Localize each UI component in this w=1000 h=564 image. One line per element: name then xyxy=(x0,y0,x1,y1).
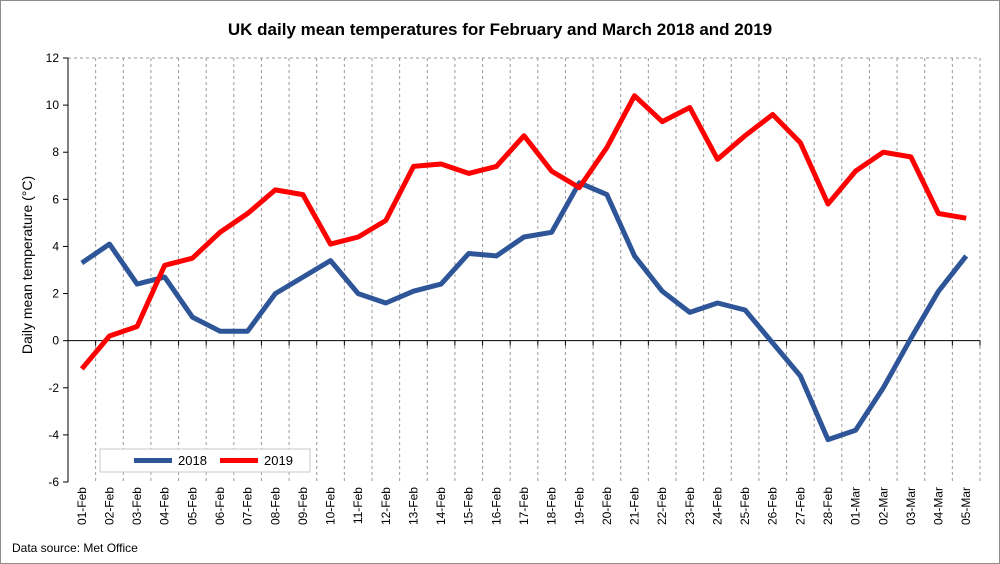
x-tick-label: 04-Mar xyxy=(932,487,946,525)
y-tick-label: -4 xyxy=(48,428,59,442)
legend-box xyxy=(99,448,311,473)
y-tick-label: 12 xyxy=(46,51,60,65)
y-tick-label: 2 xyxy=(52,287,59,301)
data-source-note: Data source: Met Office xyxy=(12,541,138,555)
y-tick-label: -6 xyxy=(48,475,59,489)
x-tick-label: 11-Feb xyxy=(351,487,365,524)
x-tick-label: 05-Mar xyxy=(959,487,973,525)
x-tick-label: 16-Feb xyxy=(489,487,503,525)
x-tick-label: 26-Feb xyxy=(766,487,780,525)
x-tick-label: 01-Feb xyxy=(75,487,89,525)
x-tick-label: 23-Feb xyxy=(683,487,697,525)
x-tick-label: 28-Feb xyxy=(821,487,835,525)
x-tick-label: 09-Feb xyxy=(296,487,310,525)
x-tick-label: 04-Feb xyxy=(158,487,172,525)
x-tick-label: 02-Mar xyxy=(876,487,890,525)
x-tick-label: 18-Feb xyxy=(545,487,559,525)
x-tick-label: 22-Feb xyxy=(655,487,669,525)
x-tick-label: 19-Feb xyxy=(572,487,586,525)
x-tick-label: 03-Mar xyxy=(904,487,918,525)
x-tick-label: 27-Feb xyxy=(793,487,807,525)
x-tick-label: 14-Feb xyxy=(434,487,448,525)
x-tick-label: 17-Feb xyxy=(517,487,531,525)
x-tick-label: 03-Feb xyxy=(130,487,144,525)
chart-title: UK daily mean temperatures for February … xyxy=(227,20,773,39)
y-tick-label: 4 xyxy=(52,239,59,253)
series-line-2019 xyxy=(79,93,967,371)
x-tick-label: 24-Feb xyxy=(710,487,724,525)
x-tick-label: 01-Mar xyxy=(849,487,863,525)
legend-label-2018: 2018 xyxy=(178,453,207,468)
x-tick-label: 25-Feb xyxy=(738,487,752,525)
x-tick-label: 12-Feb xyxy=(379,487,393,525)
x-tick-label: 20-Feb xyxy=(600,487,614,525)
x-tick-label: 02-Feb xyxy=(102,487,116,525)
x-tick-label: 21-Feb xyxy=(628,487,642,525)
y-tick-label: -2 xyxy=(48,381,59,395)
x-tick-label: 08-Feb xyxy=(268,487,282,525)
y-tick-label: 0 xyxy=(52,334,59,348)
series-line-2018 xyxy=(80,180,969,443)
x-tick-label: 13-Feb xyxy=(406,487,420,525)
x-tick-label: 06-Feb xyxy=(213,487,227,525)
x-tick-label: 07-Feb xyxy=(241,487,255,525)
legend-label-2019: 2019 xyxy=(264,453,293,468)
y-tick-label: 6 xyxy=(52,192,59,206)
x-tick-label: 05-Feb xyxy=(185,487,199,525)
y-tick-label: 8 xyxy=(52,145,59,159)
x-tick-label: 10-Feb xyxy=(324,487,338,525)
y-tick-label: 10 xyxy=(46,98,60,112)
x-tick-label: 15-Feb xyxy=(462,487,476,525)
